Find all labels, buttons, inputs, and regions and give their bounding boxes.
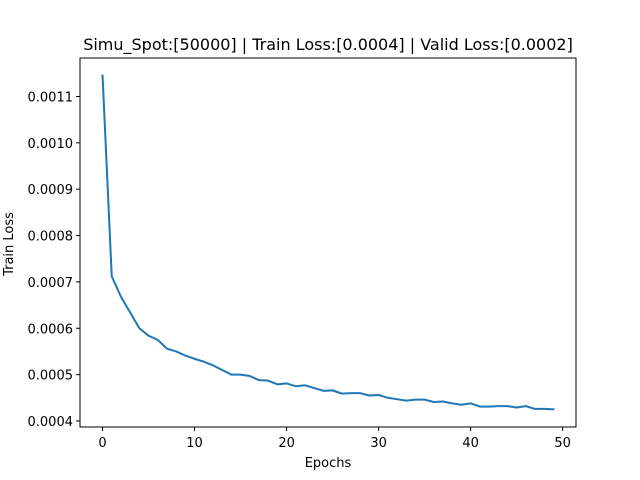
plot-area: 0 10 20 30 40 50 0.0004 0.0005 0.0006 0.0007 0.000…: [28, 57, 577, 451]
x-axis-label: Epochs: [305, 456, 352, 471]
x-tick-label: 40: [462, 436, 479, 451]
series-line-0: [101, 74, 555, 411]
y-tick-label: 0.0010: [28, 137, 74, 152]
x-tick-label: 10: [186, 436, 203, 451]
y-tick-label: 0.0005: [28, 369, 74, 384]
plot-frame: [79, 57, 577, 428]
x-tick-label: 0: [98, 436, 106, 451]
y-tick-label: 0.0011: [28, 90, 74, 105]
y-tick-label: 0.0009: [28, 183, 74, 198]
x-tick-label: 50: [554, 436, 571, 451]
y-tick-label: 0.0004: [28, 415, 74, 430]
y-tick-label: 0.0006: [28, 322, 74, 337]
chart-title: Simu_Spot:[50000] | Train Loss:[0.0004] …: [83, 35, 573, 55]
x-tick-label: 30: [370, 436, 387, 451]
x-tick-label: 20: [278, 436, 295, 451]
y-tick-label: 0.0007: [28, 276, 74, 291]
y-tick-label: 0.0008: [28, 230, 74, 245]
y-axis-label: Train Loss: [2, 212, 17, 277]
